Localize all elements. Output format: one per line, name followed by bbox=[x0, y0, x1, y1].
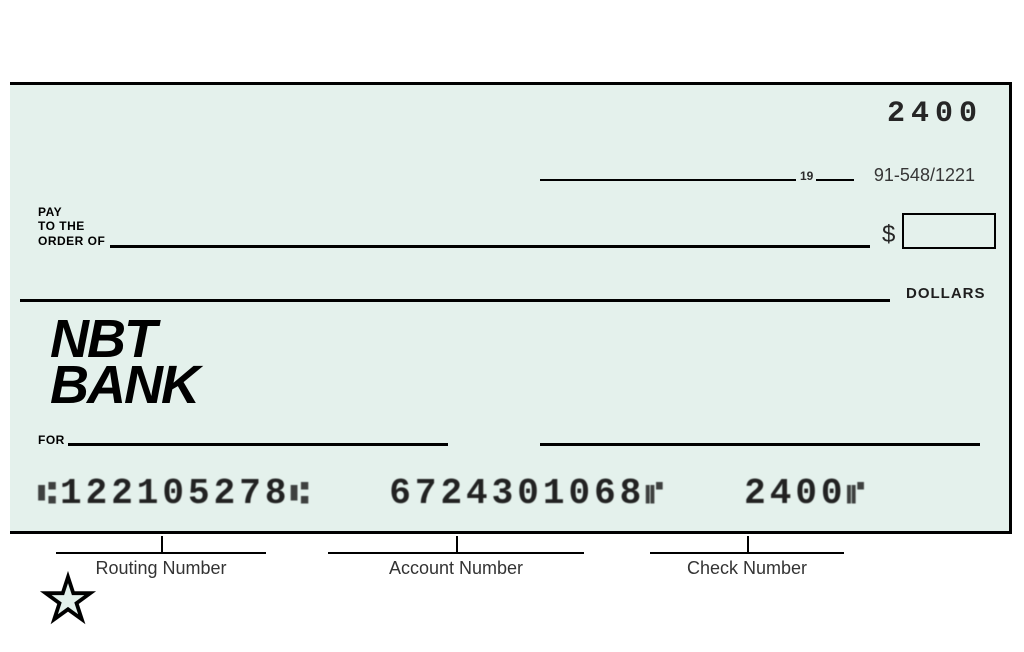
micr-line: ⑆122105278⑆ 6724301068⑈ 2400⑈ bbox=[38, 473, 869, 514]
annotation-account-bar bbox=[328, 552, 584, 554]
annotation-routing-bar bbox=[56, 552, 266, 554]
check-body: 2400 91-548/1221 19 PAY TO THE ORDER OF … bbox=[10, 82, 1012, 534]
annotation-account-tick bbox=[456, 536, 458, 552]
date-century-prefix: 19 bbox=[800, 169, 813, 183]
bank-fraction-code: 91-548/1221 bbox=[874, 165, 975, 186]
star-icon: ★ bbox=[42, 575, 94, 624]
dollars-label: DOLLARS bbox=[906, 285, 986, 302]
annotation-check-label: Check Number bbox=[650, 558, 844, 579]
micr-account: 6724301068 bbox=[389, 473, 645, 514]
signature-line bbox=[540, 443, 980, 446]
date-line bbox=[540, 179, 796, 181]
memo-line bbox=[68, 443, 448, 446]
annotation-account-label: Account Number bbox=[328, 558, 584, 579]
annotation-check-bar bbox=[650, 552, 844, 554]
amount-box bbox=[902, 213, 996, 249]
date-year-line bbox=[816, 179, 854, 181]
pay-label-line1: PAY bbox=[38, 205, 105, 219]
amount-words-line bbox=[20, 299, 890, 302]
pay-to-order-label: PAY TO THE ORDER OF bbox=[38, 205, 105, 248]
payee-line bbox=[110, 245, 870, 248]
check-number: 2400 bbox=[887, 97, 983, 131]
memo-for-label: FOR bbox=[38, 433, 65, 447]
pay-label-line2: TO THE bbox=[38, 219, 105, 233]
pay-label-line3: ORDER OF bbox=[38, 234, 105, 248]
annotation-check: Check Number bbox=[650, 552, 844, 579]
annotation-routing-label: Routing Number bbox=[56, 558, 266, 579]
bank-logo: ★ NBT BANK bbox=[50, 317, 198, 409]
annotation-check-tick bbox=[747, 536, 749, 552]
micr-check-number: 2400 bbox=[744, 473, 846, 514]
annotation-routing-tick bbox=[161, 536, 163, 552]
dollar-sign: $ bbox=[882, 221, 895, 249]
micr-routing: 122105278 bbox=[60, 473, 290, 514]
annotation-account: Account Number bbox=[328, 552, 584, 579]
bank-logo-line2: BANK bbox=[50, 363, 198, 409]
annotation-routing: Routing Number bbox=[56, 552, 266, 579]
